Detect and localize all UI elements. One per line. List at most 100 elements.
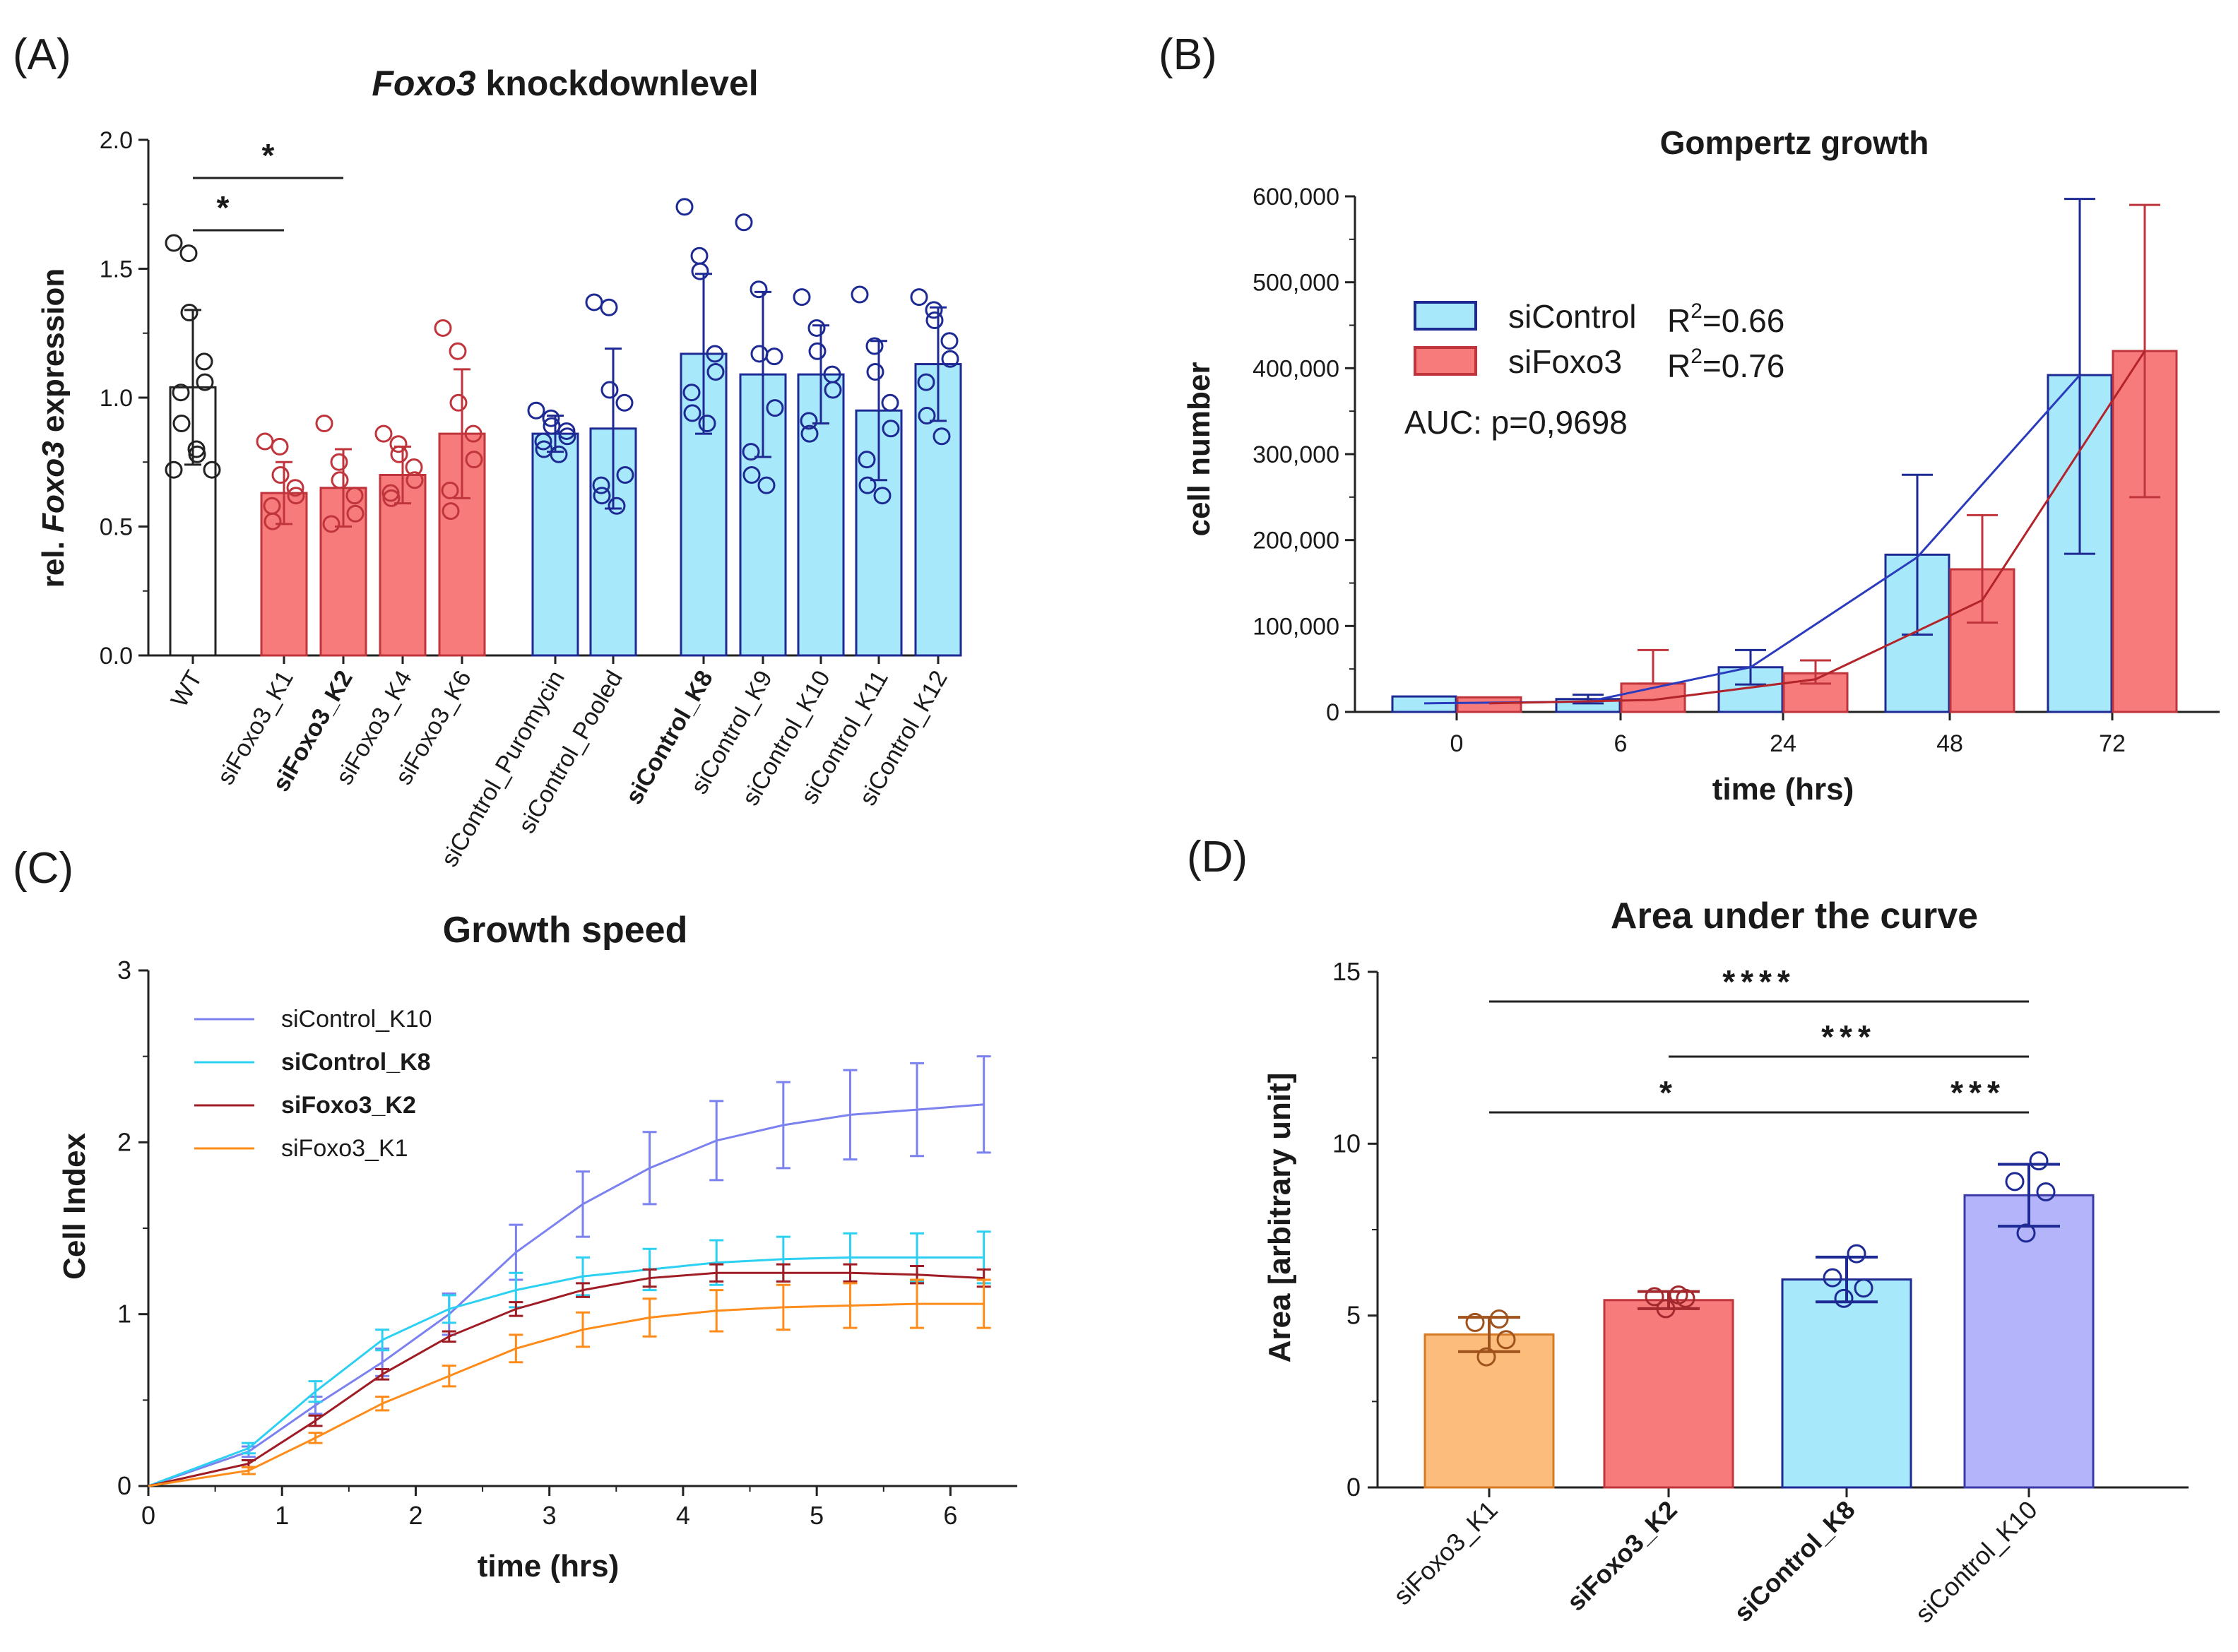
panel-d-sig-stars: *** xyxy=(1950,1074,2006,1111)
panel-a: (A) Foxo3 knockdownlevel rel. Foxo3 expr… xyxy=(13,30,962,872)
panel-a-bar-sifoxo3-k4-point xyxy=(405,458,423,477)
panel-b-ytick-label: 600,000 xyxy=(1253,184,1339,210)
panel-c-ytick-label: 0 xyxy=(117,1471,131,1500)
panel-b-xtick-label: 72 xyxy=(2099,730,2126,757)
panel-c-xtick-label: 1 xyxy=(275,1501,289,1530)
panel-a-bar-sicontrol-k8-point xyxy=(706,363,725,381)
panel-b-ytick-label: 400,000 xyxy=(1253,355,1339,382)
panel-a-bar-sicontrol-k10-point xyxy=(807,319,826,337)
panel-b-ylabel: cell number xyxy=(1182,362,1216,537)
panel-a-bar-sifoxo3-k4-point xyxy=(389,435,408,453)
panel-a-bar-sicontrol-k8-point xyxy=(691,262,709,280)
panel-c-xtick-label: 2 xyxy=(408,1501,422,1530)
panel-a-ytick-label: 1.5 xyxy=(100,256,133,283)
panel-a-bar-sicontrol-k10-point xyxy=(824,381,842,399)
panel-a-bar-sicontrol-k10-point xyxy=(800,412,818,430)
panel-a-bar-sifoxo3-k4-point xyxy=(405,471,424,489)
panel-a-bar-wt-point xyxy=(165,460,183,479)
panel-a-bar-sicontrol-k10-point xyxy=(808,342,827,360)
panel-a-bar-sifoxo3-k6-point xyxy=(464,424,482,443)
panel-a-ylabel: rel. Foxo3 expression xyxy=(36,268,71,588)
panel-a-bar-sifoxo3-k1-point xyxy=(256,432,274,451)
panel-a-bar-sifoxo3-k2-point xyxy=(330,453,348,471)
panel-a-bar-sicontrol-k12-point xyxy=(925,301,943,319)
panel-c-xtick-label: 5 xyxy=(810,1501,824,1530)
panel-b-legend: siControl R2=0.66 siFoxo3 R2=0.76 AUC: p… xyxy=(1404,298,1784,441)
panel-a-bar-sifoxo3-k4-point xyxy=(374,424,393,443)
panel-a-bar-sicontrol-puromycin-point xyxy=(542,409,560,427)
panel-a-bar-sicontrol-k11-point xyxy=(882,420,900,438)
panel-a-bar-sicontrol-k9-point xyxy=(750,280,768,299)
panel-d-bar-sifoxo3-k2-point xyxy=(1656,1299,1676,1319)
panel-d-bar-sicontrol-k8-point xyxy=(1834,1288,1854,1308)
panel-d-bar-sicontrol-k8 xyxy=(1781,1278,1912,1489)
panel-a-bar-sifoxo3-k1-point xyxy=(287,487,305,505)
panel-a-bar-sicontrol-pooled-point xyxy=(615,393,634,412)
panel-a-bar-sifoxo3-k4-point xyxy=(390,445,408,463)
panel-c-series-sifoxo3-k1-line xyxy=(148,1302,984,1487)
panel-a-bar-sifoxo3-k2-point xyxy=(345,487,364,505)
panel-a-bar-sicontrol-k12-point xyxy=(932,427,951,446)
panel-a-title: Foxo3 knockdownlevel xyxy=(372,64,758,103)
panel-c-ylabel: Cell Index xyxy=(57,1133,92,1280)
panel-d-xtick-label: siFoxo3_K1 xyxy=(1387,1495,1503,1610)
panel-d-ytick-label: 10 xyxy=(1332,1129,1361,1158)
panel-d-bar-sicontrol-k8-point xyxy=(1823,1268,1842,1288)
panel-a-bar-sifoxo3-k6-point xyxy=(449,342,467,360)
panel-a-bar-wt-point xyxy=(172,384,190,402)
panel-b-ytick-label: 300,000 xyxy=(1253,441,1339,468)
panel-d-bar-sicontrol-k10-point xyxy=(2029,1151,2049,1171)
panel-b-xtick-label: 48 xyxy=(1936,730,1963,757)
panel-a-bar-sicontrol-k11-point xyxy=(865,337,884,355)
panel-a-label: (A) xyxy=(13,30,71,79)
panel-a-sig-star: * xyxy=(262,137,275,174)
panel-c-series-sicontrol-k8-line xyxy=(148,1256,984,1487)
panel-d-bar-sifoxo3-k1-point xyxy=(1489,1309,1509,1329)
panel-c-xtick-label: 4 xyxy=(676,1501,690,1530)
panel-a-bar-sifoxo3-k2-point xyxy=(315,415,333,432)
panel-c-lines xyxy=(148,1055,991,1487)
panel-a-bar-sifoxo3-k2-point xyxy=(322,515,341,533)
panel-d-bar-sicontrol-k10-point xyxy=(2016,1223,2036,1243)
legend-label-sifoxo3: siFoxo3 xyxy=(1508,343,1622,380)
panel-c-title: Growth speed xyxy=(443,910,688,951)
panel-a-bar-sicontrol-k11-point xyxy=(858,451,876,469)
panel-d-bars xyxy=(1423,1151,2095,1489)
panel-b-bar-sicontrol-0 xyxy=(1391,695,1457,713)
panel-a-bar-sicontrol-pooled-point xyxy=(593,487,611,505)
panel-a-bar-sicontrol-k9-point xyxy=(735,213,753,232)
panel-d-title: Area under the curve xyxy=(1611,896,1978,937)
panel-b-xtick-label: 0 xyxy=(1450,730,1464,757)
panel-d-sig-stars: * xyxy=(1659,1074,1678,1111)
panel-a-bar-sicontrol-k11-point xyxy=(858,476,877,494)
panel-a-bar-sicontrol-pooled-point xyxy=(592,476,610,494)
legend-r2-sicontrol: R2=0.66 xyxy=(1667,299,1784,339)
panel-a-bar-sicontrol-puromycin-point xyxy=(550,445,568,463)
panel-b-title: Gompertz growth xyxy=(1660,124,1929,161)
panel-a-bar-sicontrol-k8-point xyxy=(690,246,709,265)
panel-a-bar-sifoxo3-k2-point xyxy=(331,471,349,489)
legend-label-sicontrol: siControl xyxy=(1508,298,1637,335)
panel-a-bar-sicontrol-k8-point xyxy=(675,198,694,216)
panel-a-bar-sifoxo3-k6-point xyxy=(442,502,460,521)
panel-a-bar-sicontrol-k8-point xyxy=(706,345,724,363)
panel-a-bar-sicontrol-pooled-point xyxy=(600,298,618,316)
panel-a-bar-sicontrol-puromycin-point xyxy=(534,432,552,451)
panel-d-ytick-label: 15 xyxy=(1332,957,1361,986)
panel-a-bar-sicontrol-k10-point xyxy=(800,424,819,443)
panel-c-xlabel: time (hrs) xyxy=(478,1549,619,1583)
panel-d-bar-sifoxo3-k1-point xyxy=(1496,1330,1516,1350)
panel-a-bar-sicontrol-pooled-point xyxy=(616,466,634,484)
panel-b-ytick-label: 500,000 xyxy=(1253,270,1339,297)
panel-a-bar-sifoxo3-k6-point xyxy=(434,319,452,337)
panel-d-bar-sicontrol-k8-point xyxy=(1854,1278,1873,1298)
panel-b-auc-annotation: AUC: p=0,9698 xyxy=(1404,404,1628,441)
panel-c-ytick-label: 2 xyxy=(117,1127,131,1156)
panel-a-bar-sicontrol-k8-point xyxy=(698,415,716,432)
panel-a-bar-sicontrol-k12-point xyxy=(918,407,936,425)
panel-a-bar-sifoxo3-k6-point xyxy=(441,481,459,499)
panel-a-bar-sicontrol-k8-point xyxy=(682,384,701,402)
panel-a-bar-sicontrol-k11-point xyxy=(881,393,899,412)
panel-a-bar-wt-point xyxy=(165,234,183,252)
